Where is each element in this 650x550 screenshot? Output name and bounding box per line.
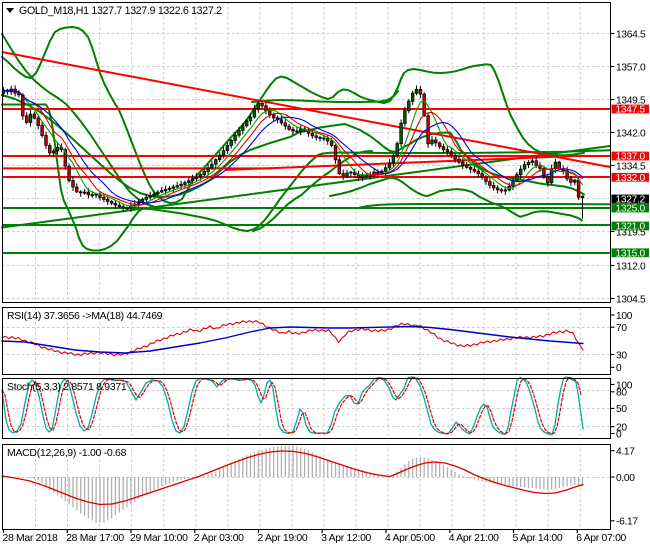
svg-text:20: 20: [616, 423, 627, 434]
svg-text:4 Apr 21:00: 4 Apr 21:00: [449, 533, 499, 544]
svg-text:30: 30: [616, 350, 627, 361]
svg-text:1321.0: 1321.0: [616, 222, 646, 233]
svg-text:100: 100: [616, 311, 633, 322]
svg-text:29 Mar 10:00: 29 Mar 10:00: [130, 533, 188, 544]
svg-text:80: 80: [616, 388, 627, 399]
svg-text:-6.17: -6.17: [616, 517, 638, 528]
svg-text:1332.0: 1332.0: [616, 173, 646, 184]
svg-text:1312.0: 1312.0: [616, 261, 646, 272]
svg-text:1337.0: 1337.0: [616, 152, 646, 163]
svg-text:0.00: 0.00: [616, 473, 635, 484]
svg-text:1325.0: 1325.0: [616, 204, 646, 215]
svg-text:50: 50: [616, 404, 627, 415]
svg-text:28 Mar 17:00: 28 Mar 17:00: [66, 533, 124, 544]
svg-text:4.17: 4.17: [616, 447, 635, 458]
svg-text:1342.0: 1342.0: [616, 128, 646, 139]
svg-text:1304.5: 1304.5: [616, 294, 646, 305]
svg-text:5 Apr 14:00: 5 Apr 14:00: [513, 533, 563, 544]
svg-text:6 Apr 07:00: 6 Apr 07:00: [576, 533, 626, 544]
svg-text:Stoch(5,3,3) 2.8571 8.9371: Stoch(5,3,3) 2.8571 8.9371: [7, 381, 127, 393]
svg-text:0: 0: [616, 429, 622, 440]
svg-text:1334.5: 1334.5: [616, 161, 646, 172]
svg-text:2 Apr 19:00: 2 Apr 19:00: [258, 533, 308, 544]
svg-text:2 Apr 03:00: 2 Apr 03:00: [194, 533, 244, 544]
svg-text:1319.5: 1319.5: [616, 227, 646, 238]
svg-text:RSI(14) 37.3656 ->MA(18) 44.7: RSI(14) 37.3656 ->MA(18) 44.7469: [7, 310, 163, 322]
svg-text:1327.2: 1327.2: [616, 195, 646, 206]
svg-text:0: 0: [616, 363, 622, 374]
svg-text:4 Apr 05:00: 4 Apr 05:00: [385, 533, 435, 544]
svg-text:1349.5: 1349.5: [616, 95, 646, 106]
svg-text:MACD(12,26,9) -1.00 -0.68: MACD(12,26,9) -1.00 -0.68: [7, 447, 127, 459]
svg-text:3 Apr 12:00: 3 Apr 12:00: [321, 533, 371, 544]
svg-text:1315.0: 1315.0: [616, 248, 646, 259]
svg-text:100: 100: [616, 380, 633, 391]
svg-text:28 Mar 2018: 28 Mar 2018: [3, 533, 59, 544]
svg-text:1347.5: 1347.5: [616, 105, 646, 116]
svg-text:1357.0: 1357.0: [616, 62, 646, 73]
svg-text:GOLD_M18,H1 1327.7 1327.9 132: GOLD_M18,H1 1327.7 1327.9 1322.6 1327.2: [19, 5, 222, 17]
svg-text:70: 70: [616, 323, 627, 334]
svg-text:1364.5: 1364.5: [616, 29, 646, 40]
